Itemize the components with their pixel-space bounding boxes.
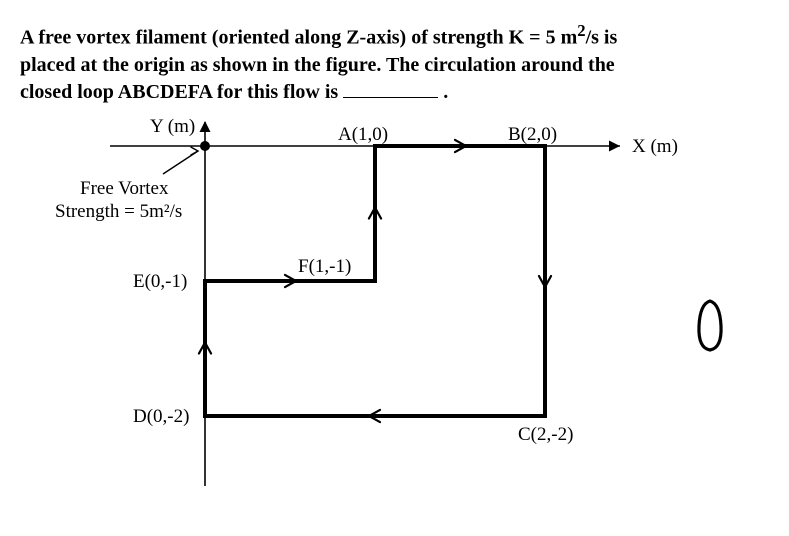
label-F: F(1,-1) <box>298 256 351 278</box>
q-line2: placed at the origin as shown in the fig… <box>20 54 615 76</box>
q-line3-suffix: . <box>438 81 448 103</box>
q-line1-prefix: A free vortex filament (oriented along Z… <box>20 27 577 49</box>
label-E: E(0,-1) <box>133 271 187 293</box>
label-A: A(1,0) <box>338 124 388 146</box>
drop-mark-icon <box>690 296 730 356</box>
q-line1-suffix: /s is <box>586 27 618 49</box>
label-x-axis: X (m) <box>632 136 678 158</box>
label-B: B(2,0) <box>508 124 557 146</box>
q-line1-sup: 2 <box>577 21 585 40</box>
fill-blank <box>343 79 438 98</box>
diagram-svg <box>20 116 769 496</box>
question-text: A free vortex filament (oriented along Z… <box>20 20 769 106</box>
label-y-axis: Y (m) <box>150 116 195 138</box>
label-vortex-2: Strength = 5m²/s <box>55 201 182 223</box>
label-D: D(0,-2) <box>133 406 189 428</box>
diagram: Y (m) X (m) Free Vortex Strength = 5m²/s… <box>20 116 769 496</box>
label-vortex-1: Free Vortex <box>80 178 168 200</box>
q-line3-prefix: closed loop ABCDEFA for this flow is <box>20 81 343 103</box>
label-C: C(2,-2) <box>518 424 573 446</box>
